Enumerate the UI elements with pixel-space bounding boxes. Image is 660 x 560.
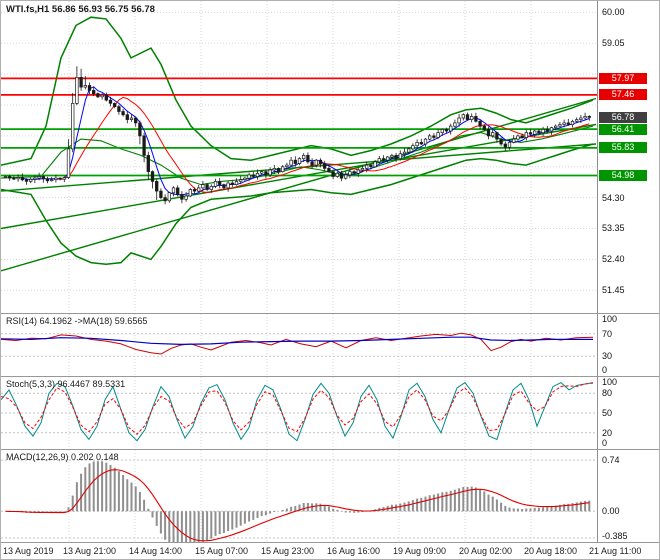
macd-panel[interactable]: 0.74 0.00 -0.385 MACD(12,26,9) 0.202 0.148 (1, 450, 659, 543)
price-level-badge: 56.78 (599, 112, 647, 123)
price-tick-label: 52.40 (602, 254, 625, 264)
price-axis[interactable]: 60.00 59.05 54.30 53.35 52.40 51.45 57.97 57.46… (597, 1, 659, 313)
rsi-chart (1, 314, 597, 376)
time-axis-label: 20 Aug 02:00 (459, 546, 513, 556)
resistance-level-lines (1, 77, 597, 96)
time-axis-label: 21 Aug 11:00 (589, 546, 642, 556)
main-chart-panel[interactable]: 60.00 59.05 54.30 53.35 52.40 51.45 57.97 57.46… (1, 1, 659, 314)
rsi-axis[interactable]: 100 70 30 0 (597, 314, 659, 376)
time-axis-label: 14 Aug 14:00 (129, 546, 183, 556)
indicator-tick-label: 70 (602, 329, 613, 339)
time-axis-label: 19 Aug 09:00 (393, 546, 447, 556)
macd-label: MACD(12,26,9) 0.202 0.148 (6, 452, 119, 462)
macd-axis[interactable]: 0.74 0.00 -0.385 (597, 450, 659, 542)
indicator-level-lines (1, 333, 597, 357)
rsi-lines (1, 332, 594, 355)
price-tick-label: 54.30 (602, 193, 625, 203)
candlestick-chart (1, 1, 597, 313)
macd-histogram (8, 461, 591, 542)
vertical-gridlines (68, 450, 532, 542)
price-level-badge: 57.97 (599, 73, 647, 84)
indicator-tick-label: 50 (602, 408, 613, 418)
macd-signal-line (5, 469, 590, 542)
indicator-tick-label: 30 (602, 351, 613, 361)
horizontal-gridlines (1, 11, 597, 291)
stochastic-label: Stoch(5,3,3) 96.4467 89.5331 (6, 379, 126, 389)
candles (3, 66, 591, 205)
indicator-tick-label: 0 (602, 438, 608, 448)
price-level-badge: 57.46 (599, 89, 647, 100)
stochastic-panel[interactable]: 100 80 50 20 0 Stoch(5,3,3) 96.4467 89.5331 (1, 377, 659, 450)
indicator-tick-label: 0.00 (602, 506, 620, 516)
indicator-tick-label: 100 (602, 377, 618, 387)
indicator-tick-label: 100 (602, 314, 618, 324)
vertical-gridlines (68, 1, 532, 313)
chart-title: WTI.fs,H1 56.86 56.93 56.75 56.78 (6, 4, 155, 15)
support-level-lines (1, 128, 597, 177)
indicator-tick-label: 80 (602, 388, 613, 398)
price-tick-label: 59.05 (602, 38, 625, 48)
indicator-tick-label: 0 (602, 365, 608, 375)
time-axis-label: 13 Aug 21:00 (63, 546, 117, 556)
price-level-badge: 55.83 (599, 142, 647, 153)
trendlines (1, 97, 597, 272)
time-axis[interactable]: 13 Aug 2019 13 Aug 21:00 14 Aug 14:00 15 Au… (1, 543, 659, 559)
price-level-badge: 54.98 (599, 170, 647, 181)
indicator-tick-label: -0.385 (602, 531, 628, 541)
price-tick-label: 51.45 (602, 285, 625, 295)
rsi-label: RSI(14) 64.1962 ->MA(18) 59.6565 (6, 316, 148, 326)
time-axis-label: 15 Aug 07:00 (195, 546, 249, 556)
rsi-panel[interactable]: 100 70 30 0 RSI(14) 64.1962 ->MA(18) 59.656… (1, 314, 659, 377)
indicator-tick-label: 0.74 (602, 455, 620, 465)
price-tick-label: 53.35 (602, 223, 625, 233)
price-tick-label: 60.00 (602, 7, 625, 17)
stochastic-lines (1, 381, 594, 442)
vertical-gridlines (68, 314, 532, 376)
moving-averages (22, 86, 590, 196)
time-axis-label: 15 Aug 23:00 (261, 546, 315, 556)
indicator-level-lines (1, 392, 597, 434)
price-level-badge: 56.41 (599, 124, 647, 135)
stochastic-chart (1, 377, 597, 449)
time-axis-label: 13 Aug 2019 (3, 546, 54, 556)
stochastic-axis[interactable]: 100 80 50 20 0 (597, 377, 659, 449)
time-axis-label: 16 Aug 16:00 (327, 546, 381, 556)
time-axis-label: 20 Aug 18:00 (524, 546, 578, 556)
macd-chart (1, 450, 597, 542)
indicator-tick-label: 20 (602, 428, 613, 438)
